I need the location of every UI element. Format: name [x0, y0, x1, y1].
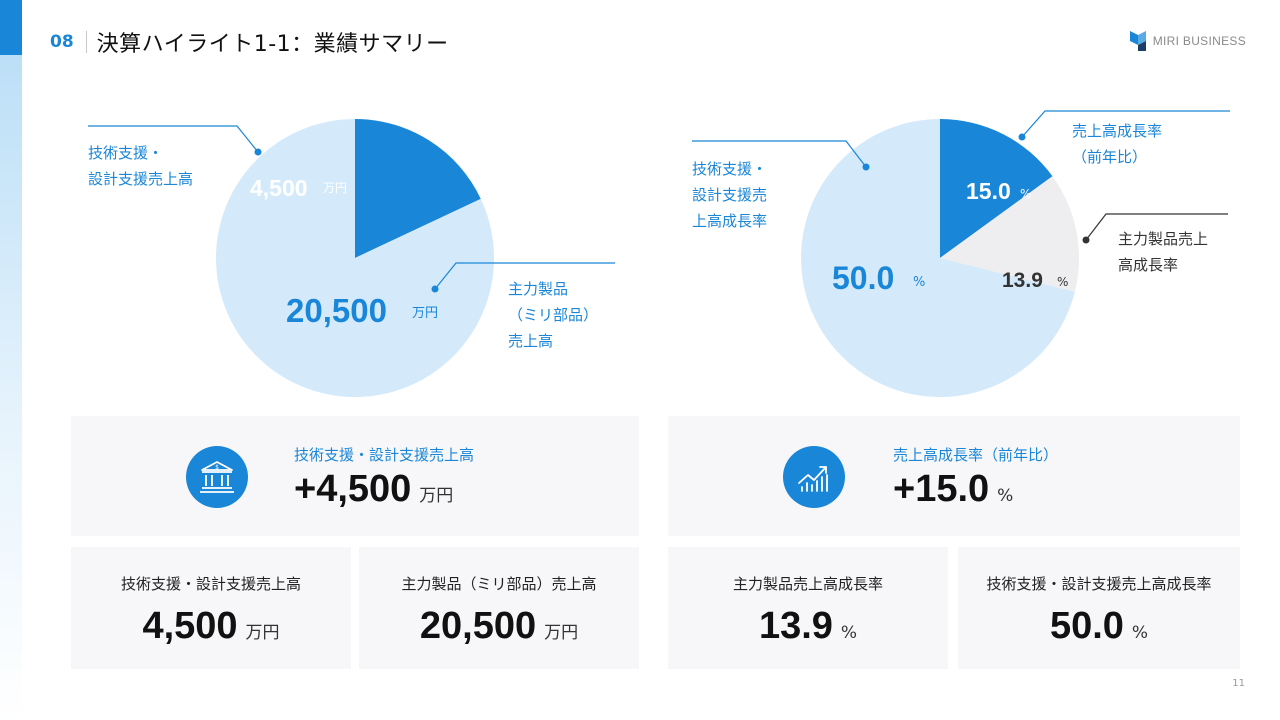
annotation-line: 主力製品売上 高成長率	[1118, 230, 1209, 274]
stat-value-unit: %	[1131, 623, 1149, 643]
slide-title: 決算ハイライト1-1：業績サマリー	[96, 32, 449, 57]
slide-header: 08 決算ハイライト1-1：業績サマリー	[50, 22, 449, 62]
annotation-tech-support: 技術支援・ 設計支援売上高	[88, 140, 193, 192]
stat-card: 技術支援・設計支援売上高 4,500 万円	[71, 547, 351, 669]
accent-bar	[0, 0, 22, 55]
stat-label: 主力製品売上高成長率	[732, 575, 883, 593]
stat-card: 主力製品売上高成長率 13.9 %	[668, 547, 948, 669]
stat-value-unit: %	[840, 623, 858, 643]
leader-dot	[1018, 133, 1026, 141]
stat-value-unit: 万円	[544, 623, 579, 643]
pie-slice-growth-total	[940, 119, 1053, 258]
pie-chart-growth	[801, 119, 1079, 397]
pie-slice-growth-main-product	[940, 176, 1079, 292]
annotation-line: 技術支援・ 設計支援売上高	[88, 144, 194, 188]
card-value-unit: 万円	[419, 486, 454, 506]
leader-line-main-product	[434, 262, 615, 290]
miri-logo-icon	[1129, 31, 1146, 51]
accent-gradient	[0, 55, 22, 720]
stat-card: 技術支援・設計支援売上高成長率 50.0 %	[958, 547, 1240, 669]
page-number: 11	[1232, 678, 1245, 689]
annotation-line: 主力製品 （ミリ部品） 売上高	[508, 280, 599, 350]
annotation-growth-tech-support: 技術支援・ 設計支援売 上高成長率	[692, 156, 767, 234]
highlight-card-revenue: $ 技術支援・設計支援売上高 +4,500 万円	[71, 416, 639, 536]
stat-value-number: 20,500	[419, 605, 537, 647]
brand-name: MIRI BUSINESS	[1152, 34, 1246, 48]
highlight-card-growth: 売上高成長率（前年比） +15.0 %	[668, 416, 1240, 536]
pie-unit-label: %	[1057, 275, 1068, 289]
pie-unit-label: %	[913, 275, 925, 290]
pie-chart-revenue	[216, 119, 495, 397]
stat-value-number: 13.9	[758, 605, 833, 647]
stat-value: 50.0 %	[958, 605, 1240, 648]
pie-unit-label: %	[1020, 187, 1031, 201]
leader-dot	[1082, 236, 1090, 244]
bank-icon: $	[186, 446, 248, 508]
stat-label: 主力製品（ミリ部品）売上高	[401, 575, 597, 593]
card-label: 売上高成長率（前年比）	[893, 446, 1059, 464]
pie-value-label: 50.0	[832, 260, 894, 296]
pie-unit-label: 万円	[412, 306, 438, 321]
card-value-number: +4,500	[294, 468, 412, 510]
card-value: +4,500 万円	[294, 468, 453, 511]
stat-value: 4,500 万円	[71, 605, 351, 648]
stat-value: 20,500 万円	[359, 605, 639, 648]
pie-slice-tech-support	[355, 119, 481, 258]
annotation-line: 売上高成長率 （前年比）	[1072, 122, 1163, 166]
stat-value-number: 4,500	[142, 605, 238, 647]
pie-value-label: 4,500	[250, 175, 308, 201]
stat-value-number: 50.0	[1049, 605, 1124, 647]
stat-value-unit: 万円	[245, 623, 280, 643]
leader-line-growth-main-product	[1085, 213, 1228, 241]
leader-line-growth-tech-support	[692, 140, 867, 168]
pie-slice-main-product	[216, 119, 495, 397]
card-label: 技術支援・設計支援売上高	[294, 446, 475, 464]
card-value-number: +15.0	[893, 468, 990, 510]
pie-value-label: 15.0	[966, 178, 1011, 204]
pie-unit-label: 万円	[323, 181, 347, 195]
annotation-line: 技術支援・ 設計支援売 上高成長率	[692, 160, 768, 230]
annotation-main-product: 主力製品 （ミリ部品） 売上高	[508, 276, 598, 354]
pie-value-label: 13.9	[1002, 269, 1043, 292]
slide-number: 08	[50, 32, 74, 52]
card-value: +15.0 %	[893, 468, 1013, 511]
stat-card: 主力製品（ミリ部品）売上高 20,500 万円	[359, 547, 639, 669]
leader-line-tech-support	[88, 125, 259, 153]
card-value-unit: %	[997, 486, 1014, 506]
leader-line-growth-total	[1021, 110, 1230, 138]
pie-charts: 4,500 万円 20,500 万円 15.0 % 13.9 % 50.0 %	[88, 110, 1230, 397]
brand: MIRI BUSINESS	[1129, 30, 1246, 52]
stat-label: 技術支援・設計支援売上高	[120, 575, 301, 593]
growth-chart-icon	[783, 446, 845, 508]
pie-value-label: 20,500	[286, 292, 387, 329]
leader-dot	[431, 285, 439, 293]
stat-value: 13.9 %	[668, 605, 948, 648]
leader-dot	[862, 163, 870, 171]
stat-label: 技術支援・設計支援売上高成長率	[986, 575, 1212, 593]
header-divider	[85, 31, 87, 53]
pie-slice-growth-tech-support	[801, 119, 1075, 397]
svg-text:$: $	[215, 464, 219, 471]
leader-dot	[254, 148, 262, 156]
annotation-growth-main-product: 主力製品売上 高成長率	[1118, 226, 1208, 278]
annotation-growth-total: 売上高成長率 （前年比）	[1072, 118, 1162, 170]
